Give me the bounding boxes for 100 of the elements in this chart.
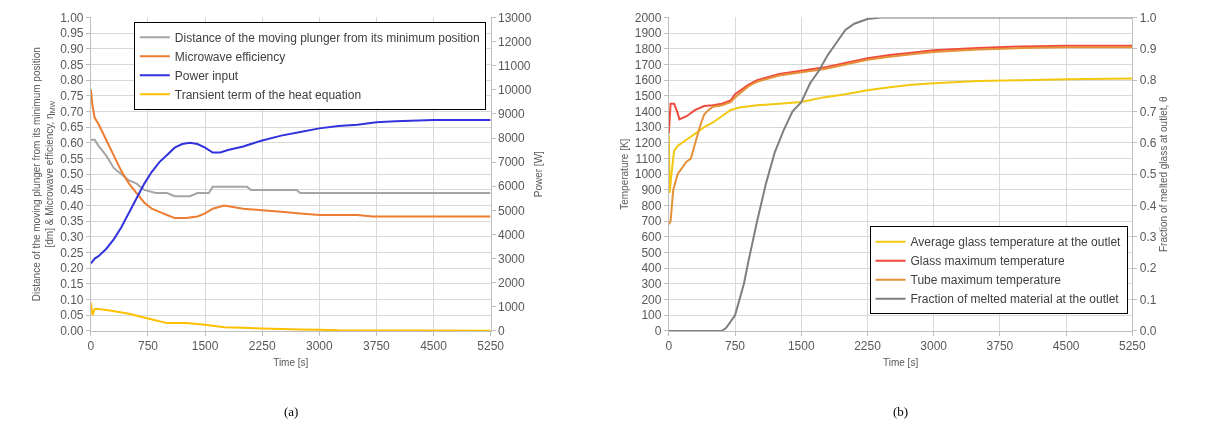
- x-tick-label: 1500: [191, 339, 219, 354]
- y-tick-label: 700: [641, 214, 662, 229]
- y-tick-label: 900: [641, 183, 662, 198]
- x-tick-label: 0: [665, 339, 673, 354]
- x-tick-label: 3000: [305, 339, 333, 354]
- x-tick-label: 5250: [477, 339, 505, 354]
- y-tick-label: 1900: [634, 26, 662, 41]
- y-tick-label: 0.65: [60, 120, 84, 135]
- y2-tick-label: 9000: [498, 107, 526, 122]
- y-tick-label: 0.25: [60, 245, 84, 260]
- y2-tick-label: 13000: [498, 10, 532, 25]
- y-tick-label: 0.85: [60, 57, 84, 72]
- y-tick-label: 0.10: [60, 292, 84, 307]
- y2-tick-label: 0.3: [1139, 230, 1157, 245]
- y2-tick-label: 0.4: [1139, 198, 1157, 213]
- y2-tick-label: 0: [498, 324, 506, 339]
- y2-tick-label: 0.6: [1139, 136, 1157, 151]
- legend-label: Transient term of the heat equation: [174, 87, 362, 102]
- y-tick-label: 1000: [634, 167, 662, 182]
- y2-tick-label: 12000: [498, 34, 532, 49]
- y2-tick-label: 2000: [498, 275, 526, 290]
- y-tick-label: 1700: [634, 57, 662, 72]
- y-tick-label: 0.55: [60, 151, 84, 166]
- y-tick-label: 1300: [634, 120, 662, 135]
- line-series: [668, 46, 1133, 226]
- x-tick-label: 750: [137, 339, 159, 354]
- y2-tick-label: 3000: [498, 251, 526, 266]
- y2-tick-label: 4000: [498, 227, 526, 242]
- text: (a): [284, 404, 299, 419]
- y-tick-label: 0.15: [60, 277, 84, 292]
- x-tick-label: 2250: [248, 339, 276, 354]
- y-tick-label: 0.60: [60, 136, 84, 151]
- y-tick-label: 0.50: [60, 167, 84, 182]
- y-tick-label: 1.00: [60, 10, 84, 25]
- legend-label: Tube maximum temperature: [910, 273, 1062, 288]
- y-tick-label: 0.35: [60, 214, 84, 229]
- x-axis-title: Time [s]: [273, 356, 309, 368]
- y2-tick-label: 0.0: [1139, 324, 1157, 339]
- y-tick-label: 0.40: [60, 198, 84, 213]
- y2-tick-label: 11000: [498, 58, 531, 73]
- x-tick-label: 4500: [1052, 339, 1080, 354]
- y-tick-label: 0.45: [60, 183, 84, 198]
- legend-label: Average glass temperature at the outlet: [910, 235, 1122, 250]
- y-tick-label: 0.30: [60, 230, 84, 245]
- y2-tick-label: 1.0: [1139, 10, 1157, 25]
- line-series: [90, 138, 491, 198]
- x-tick-label: 1500: [787, 339, 815, 354]
- text: (b): [893, 404, 909, 419]
- y-axis-title: Temperature [K]: [618, 138, 630, 210]
- x-tick-label: 5250: [1119, 339, 1147, 354]
- y-tick-label: 0: [654, 324, 662, 339]
- y-tick-label: 0.20: [60, 261, 84, 276]
- y2-tick-label: 0.8: [1139, 73, 1157, 88]
- x-axis-title: Time [s]: [882, 356, 919, 368]
- legend-label: Glass maximum temperature: [910, 254, 1065, 269]
- y-tick-label: 300: [641, 277, 662, 292]
- y2-tick-label: 10000: [498, 83, 532, 97]
- y-tick-label: 1500: [634, 89, 662, 104]
- y-tick-label: 400: [641, 261, 662, 276]
- y-tick-label: 1100: [635, 151, 662, 166]
- y2-tick-label: 0.9: [1139, 42, 1157, 56]
- y2-tick-label: 1000: [498, 300, 526, 315]
- legend-label: Power input: [174, 68, 239, 83]
- y-tick-label: 0.70: [60, 104, 84, 119]
- y2-tick-label: 0.5: [1139, 167, 1157, 182]
- y2-tick-label: 6000: [498, 179, 526, 194]
- y-tick-label: 200: [641, 292, 662, 307]
- y-tick-label: 0.80: [60, 73, 84, 88]
- y-tick-label: 1400: [634, 104, 662, 119]
- line-series: [90, 88, 491, 220]
- line-series: [668, 44, 1133, 135]
- y-tick-label: 0.05: [60, 308, 84, 323]
- x-tick-label: 3000: [920, 339, 948, 354]
- y2-axis-title: Fraction of melted glass at outlet, θ: [1158, 95, 1170, 253]
- y2-tick-label: 0.7: [1139, 104, 1157, 119]
- y2-tick-label: 0.1: [1139, 292, 1157, 307]
- x-tick-label: 3750: [363, 339, 391, 354]
- y-tick-label: 500: [641, 245, 662, 260]
- y2-tick-label: 0.2: [1139, 261, 1157, 276]
- y-tick-label: 0.00: [60, 324, 84, 339]
- y2-tick-label: 8000: [498, 131, 526, 146]
- x-tick-label: 750: [725, 339, 746, 354]
- y-tick-label: 800: [641, 198, 662, 213]
- legend-label: Microwave efficiency: [174, 49, 286, 64]
- y-tick-label: 0.95: [60, 26, 84, 41]
- x-tick-label: 4500: [420, 339, 448, 354]
- y-tick-label: 100: [641, 308, 662, 323]
- y-tick-label: 0.75: [60, 89, 84, 104]
- x-tick-label: 0: [87, 339, 95, 354]
- y-tick-label: 1600: [634, 73, 662, 88]
- y-tick-label: 600: [641, 230, 662, 245]
- y2-tick-label: 7000: [498, 155, 526, 170]
- y-tick-label: 2000: [634, 10, 662, 25]
- x-tick-label: 2250: [854, 339, 882, 354]
- y-tick-label: 1800: [634, 42, 662, 56]
- line-series: [668, 77, 1133, 195]
- legend-label: Fraction of melted material at the outlet: [910, 292, 1120, 307]
- y-tick-label: 1200: [634, 136, 662, 151]
- legend-label: Distance of the moving plunger from its minimum position: [174, 30, 480, 45]
- y-tick-label: 0.90: [60, 42, 84, 56]
